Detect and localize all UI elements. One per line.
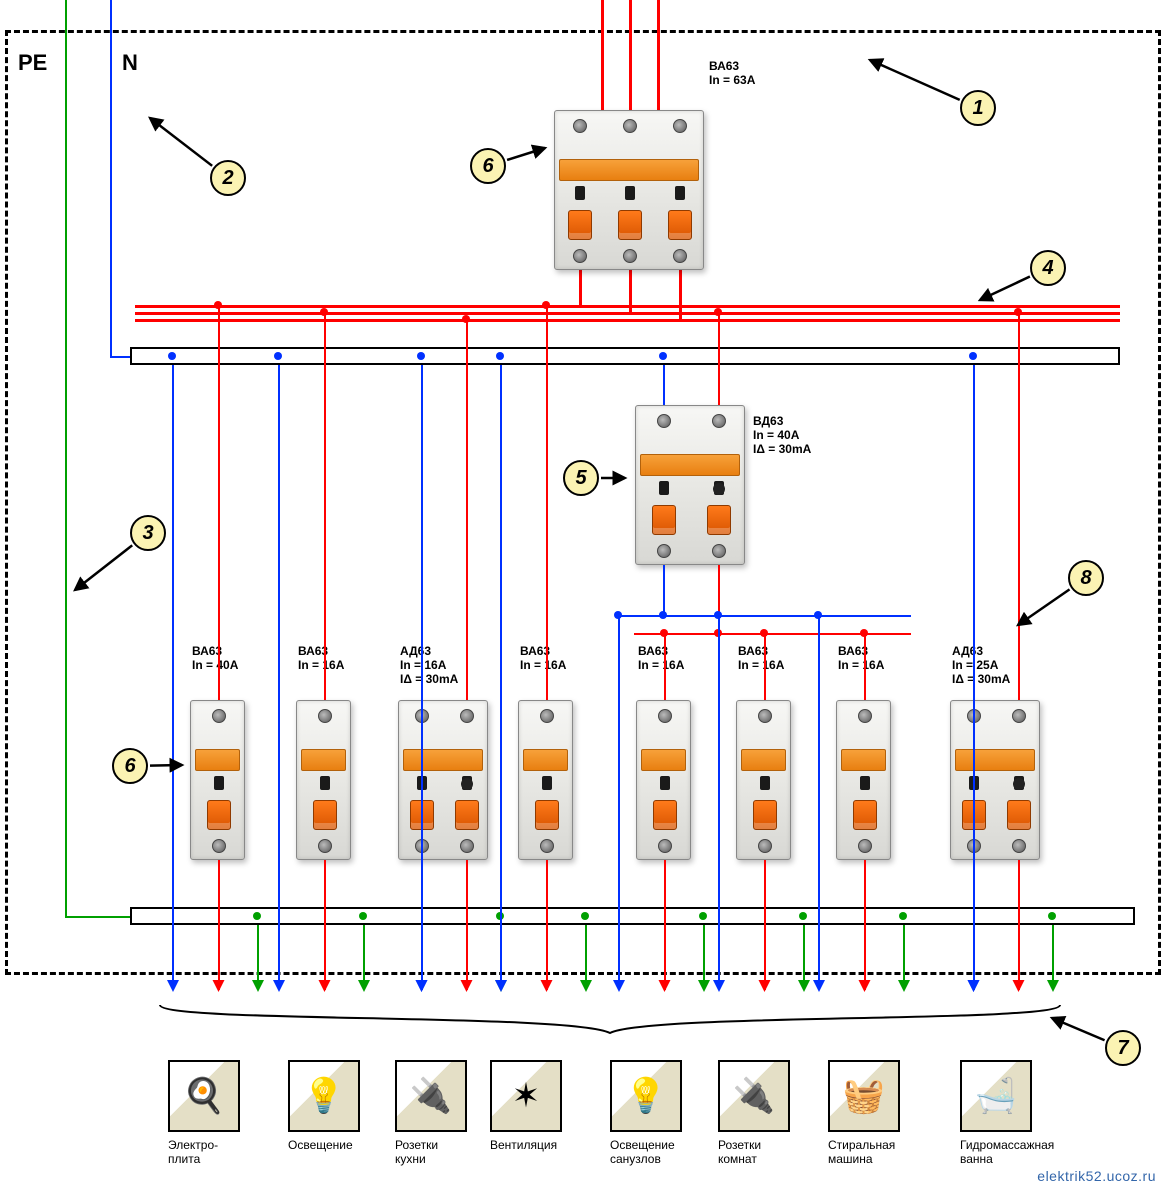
load-icon-6: 🧺 [828, 1060, 900, 1132]
load-icon-3: ✶ [490, 1060, 562, 1132]
load-icon-7: 🛁 [960, 1060, 1032, 1132]
watermark: elektrik52.ucoz.ru [1037, 1168, 1156, 1184]
load-label-0: Электро-плита [168, 1138, 288, 1166]
load-icon-4: 💡 [610, 1060, 682, 1132]
diagram-stage: PENВА63In = 63AВД63In = 40AIΔ = 30mAВА63… [0, 0, 1166, 1190]
load-icon-1: 💡 [288, 1060, 360, 1132]
load-label-4: Освещениесанузлов [610, 1138, 730, 1166]
load-label-3: Вентиляция [490, 1138, 610, 1152]
load-icon-0: 🍳 [168, 1060, 240, 1132]
load-label-1: Освещение [288, 1138, 408, 1152]
load-label-7: Гидромассажнаяванна [960, 1138, 1080, 1166]
load-icon-2: 🔌 [395, 1060, 467, 1132]
load-label-5: Розеткикомнат [718, 1138, 838, 1166]
load-label-6: Стиральнаямашина [828, 1138, 948, 1166]
load-icon-5: 🔌 [718, 1060, 790, 1132]
